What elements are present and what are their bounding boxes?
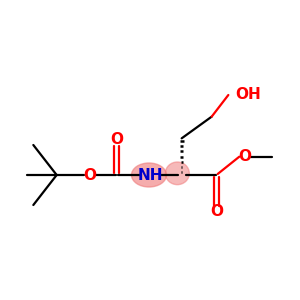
Ellipse shape xyxy=(165,162,189,185)
Ellipse shape xyxy=(131,163,167,187)
Text: O: O xyxy=(238,149,251,164)
Text: NH: NH xyxy=(137,167,163,182)
Text: O: O xyxy=(110,133,123,148)
Text: O: O xyxy=(83,167,97,182)
Text: O: O xyxy=(210,204,223,219)
Text: OH: OH xyxy=(235,88,261,103)
